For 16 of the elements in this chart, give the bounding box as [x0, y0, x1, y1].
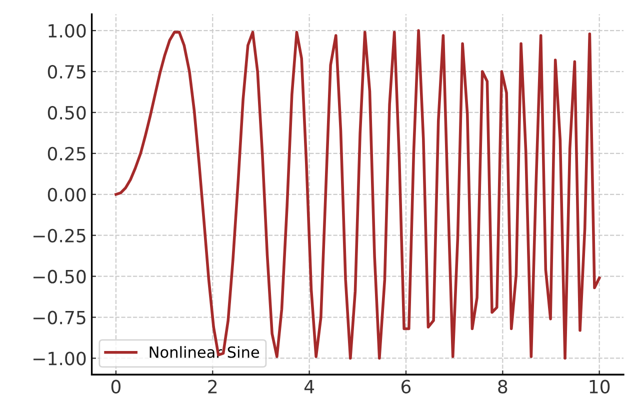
x-tick-label: 2: [208, 380, 217, 394]
y-tick-label: 1.00: [48, 24, 86, 38]
y-tick-label: −0.75: [34, 310, 86, 324]
y-tick-label: 0.25: [48, 146, 86, 161]
line-series: [114, 29, 601, 360]
y-tick-label: 0.00: [48, 188, 86, 202]
x-tick-label: 10: [590, 380, 610, 394]
y-tick-label: 0.50: [48, 106, 86, 120]
y-tick-label: 0.75: [48, 64, 86, 79]
y-tick-label: −1.00: [34, 352, 86, 366]
x-tick-label: 0: [111, 380, 120, 394]
x-tick-label: 6: [402, 380, 411, 394]
x-tick-label: 4: [304, 380, 314, 394]
y-tick-label: −0.25: [34, 228, 86, 242]
x-tick-label: 8: [498, 380, 508, 394]
y-tick-label: −0.50: [34, 270, 86, 284]
